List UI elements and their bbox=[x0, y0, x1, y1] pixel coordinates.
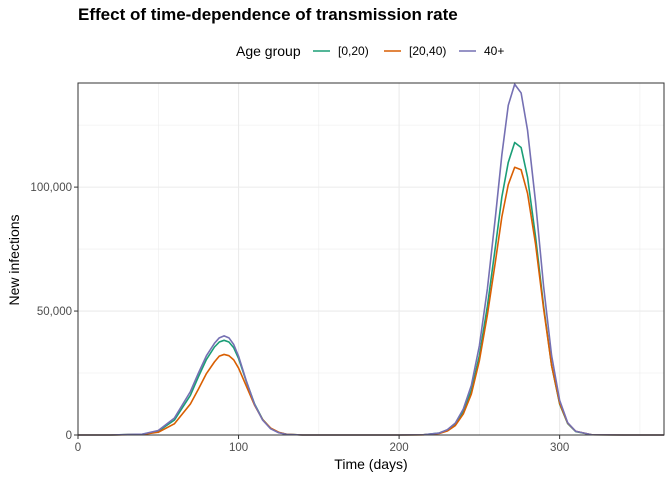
legend-label: [20,40) bbox=[409, 44, 446, 58]
legend-label: 40+ bbox=[484, 44, 504, 58]
y-tick-label: 100,000 bbox=[30, 182, 72, 194]
x-tick-label: 100 bbox=[229, 442, 248, 454]
legend: Age group [0,20) [20,40) 40+ bbox=[236, 43, 504, 59]
y-axis-title: New infections bbox=[6, 214, 22, 305]
x-axis: 0 100 200 300 bbox=[75, 435, 569, 454]
chart-title: Effect of time-dependence of transmissio… bbox=[78, 5, 458, 24]
plot-border bbox=[77, 82, 665, 436]
y-tick-label: 0 bbox=[66, 430, 72, 442]
plot-area bbox=[77, 82, 665, 436]
legend-label: [0,20) bbox=[338, 44, 369, 58]
x-tick-label: 200 bbox=[390, 442, 409, 454]
legend-title: Age group bbox=[236, 43, 301, 59]
x-axis-title: Time (days) bbox=[334, 456, 407, 472]
x-tick-label: 0 bbox=[75, 442, 81, 454]
plot-background bbox=[78, 83, 664, 435]
y-axis: 0 50,000 100,000 bbox=[30, 182, 78, 442]
y-tick-label: 50,000 bbox=[37, 306, 72, 318]
x-tick-label: 300 bbox=[550, 442, 569, 454]
